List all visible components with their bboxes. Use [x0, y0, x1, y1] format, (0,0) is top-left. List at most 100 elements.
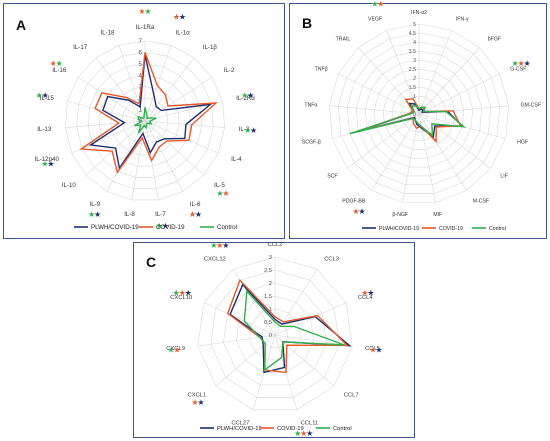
category-label: CCL5	[365, 346, 380, 352]
grid-ring	[197, 256, 353, 411]
category-label: IL-15	[40, 95, 55, 102]
category-label: G-CSF	[510, 66, 526, 72]
significance-star: ★	[367, 289, 374, 298]
category-label: IL-2Rα	[236, 95, 255, 102]
significance-star: ★	[41, 160, 48, 169]
category-label: CXCL12	[204, 256, 226, 262]
grid-ring	[364, 59, 474, 168]
category-label: IFN-α2	[411, 10, 427, 16]
grid-ring	[337, 32, 501, 194]
grid-spoke	[203, 302, 276, 336]
significance-star: ★	[523, 59, 530, 68]
series-line	[243, 289, 345, 372]
category-label: MIF	[433, 212, 442, 218]
category-label: IL-6	[190, 201, 201, 208]
grid-ring	[382, 77, 456, 150]
significance-star: ★	[191, 398, 198, 407]
grid-ring	[210, 269, 340, 398]
tick-label: 2	[413, 76, 416, 82]
category-label: IL-9	[90, 201, 101, 208]
grid-spoke	[118, 45, 146, 122]
grid-spoke	[371, 113, 420, 191]
tick-label: 4	[413, 40, 416, 46]
category-label: IL-10	[62, 182, 77, 189]
significance-star: ★	[375, 346, 382, 355]
grid-ring	[236, 295, 314, 373]
grid-spoke	[144, 120, 219, 154]
category-label: IL-17	[73, 44, 88, 51]
radar-chart-b: B00.511.522.533.544.55IFN-α2IFN-γbFGFG-C…	[302, 0, 541, 232]
panel-c: C 0 0.5 1 1.5 2 2.5 3 CCL2 CCL3 CCL4 CCL5 CCL7 CCL11 C…	[133, 241, 415, 438]
significance-star: ★	[36, 91, 43, 100]
significance-star: ★	[306, 429, 313, 438]
grid-ring	[87, 63, 203, 178]
significance-star: ★	[162, 222, 169, 231]
tick-label: 3	[269, 255, 272, 261]
legend-label: PLWH/COVID-19	[379, 226, 419, 232]
grid-spoke	[144, 120, 225, 128]
legend-label: COVID-19	[277, 426, 304, 432]
category-label: CCL4	[358, 295, 374, 301]
category-label: IL-4	[231, 156, 242, 163]
category-label: CXCL10	[170, 295, 192, 301]
grid-spoke	[95, 57, 146, 122]
grid-ring	[64, 40, 226, 201]
grid-ring	[400, 95, 438, 132]
significance-star: ★	[517, 59, 524, 68]
grid-ring	[223, 282, 327, 386]
significance-star: ★	[300, 429, 307, 438]
grid	[197, 256, 353, 411]
significance-star: ★	[216, 189, 223, 198]
tick-label: 3	[413, 58, 416, 64]
grid-spoke	[144, 120, 184, 192]
tick-label: 2.5	[264, 268, 272, 274]
legend-label: Control	[489, 226, 506, 232]
grid-spoke	[346, 113, 420, 169]
significance-star: ★	[173, 13, 180, 22]
grid-spoke	[274, 302, 347, 336]
category-label: IL-12p40	[34, 156, 59, 163]
legend-label: Control	[333, 426, 352, 432]
grid-ring	[391, 86, 447, 141]
category-label: CCL27	[231, 420, 249, 426]
significance-star: ★	[352, 207, 359, 216]
grid-spoke	[338, 73, 420, 115]
tick-label: 1.5	[264, 294, 272, 300]
grid-spoke	[418, 113, 492, 169]
category-label: β-NGF	[392, 212, 408, 218]
grid-spoke	[144, 120, 205, 176]
grid-spoke	[77, 76, 146, 122]
significance-star: ★	[210, 241, 217, 250]
series-line	[226, 279, 349, 374]
radar-chart-a: A01234567IL-1RaIL-1αIL-1βIL-2IL-2RαIL-3I…	[16, 7, 257, 231]
grid-ring	[76, 52, 214, 189]
grid-ring	[248, 308, 302, 361]
category-label: CCL7	[344, 393, 359, 399]
tick-label: 2	[269, 281, 272, 287]
tick-label: 0	[269, 333, 272, 339]
significance-star: ★	[371, 0, 378, 9]
category-label: CXCL9	[166, 346, 185, 352]
significance-star: ★	[195, 210, 202, 219]
panel-b: B 0 0.5 1 1.5 2 2.5 3 3.5 4 4.5 5 IFN-α2 IFN-γ bFGF G-C…	[289, 0, 547, 239]
significance-star: ★	[247, 91, 254, 100]
category-label: TRAIL	[336, 36, 351, 42]
grid-spoke	[144, 45, 172, 122]
significance-star: ★	[94, 210, 101, 219]
significance-star: ★	[197, 398, 204, 407]
significance-star: ★	[50, 59, 57, 68]
significance-star: ★	[241, 91, 248, 100]
legend-label: Control	[217, 224, 237, 231]
tick-label: 1	[139, 107, 143, 114]
category-label: IL-1β	[203, 44, 218, 51]
significance-star: ★	[294, 429, 301, 438]
grid-spoke	[418, 29, 452, 115]
grid-ring	[373, 68, 465, 159]
category-label: GM-CSF	[521, 102, 541, 108]
tick-label: 1.5	[409, 85, 416, 91]
tick-label: 5	[413, 22, 416, 28]
significance-star: ★	[222, 189, 229, 198]
category-label: IL-5	[214, 182, 225, 189]
category-label: TNFα	[304, 102, 317, 108]
significance-star: ★	[179, 13, 186, 22]
